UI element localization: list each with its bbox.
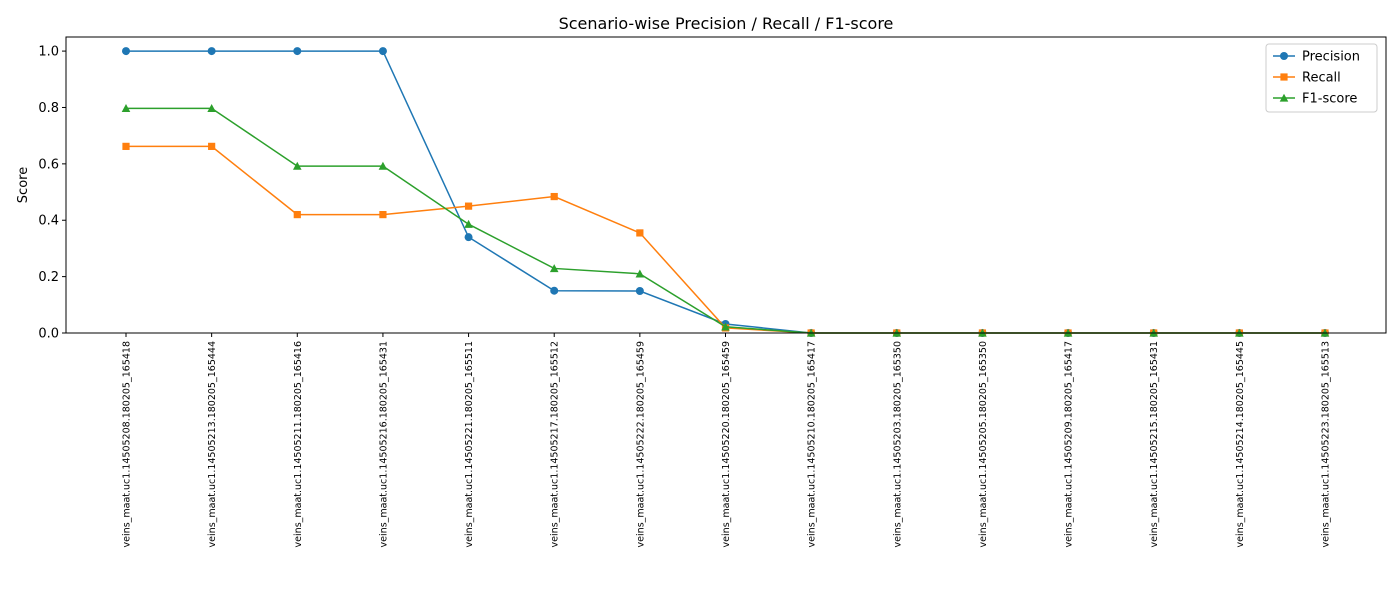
data-point <box>207 47 216 56</box>
y-tick-label: 0.2 <box>38 270 59 285</box>
data-point <box>122 47 130 56</box>
chart-title: Scenario-wise Precision / Recall / F1-sc… <box>559 14 894 33</box>
series-precision <box>122 47 1329 337</box>
legend-label: Recall <box>1302 71 1341 86</box>
data-point <box>635 286 644 295</box>
y-tick-label: 0.0 <box>38 327 59 342</box>
data-point <box>378 161 388 170</box>
legend-marker <box>1280 52 1288 60</box>
x-tick-label: veins_maat.uc1.14505213.180205_165444 <box>207 341 218 547</box>
x-tick-label: veins_maat.uc1.14505222.180205_165459 <box>635 341 646 547</box>
series-line <box>126 50 1325 334</box>
data-point <box>550 286 559 295</box>
data-point <box>293 211 301 219</box>
plot-frame <box>65 36 1387 334</box>
legend-marker <box>1279 93 1289 102</box>
x-tick-label: veins_maat.uc1.14505214.180205_165445 <box>1235 341 1246 547</box>
x-tick-label: veins_maat.uc1.14505220.180205_165459 <box>721 341 732 547</box>
y-tick-label: 0.8 <box>38 101 59 116</box>
x-tick-label: veins_maat.uc1.14505211.180205_165416 <box>293 341 304 547</box>
series-line <box>126 107 1325 334</box>
data-point <box>207 104 216 112</box>
data-point <box>636 229 644 237</box>
y-tick-label: 0.4 <box>38 214 59 229</box>
y-tick-label: 1.0 <box>38 45 59 60</box>
x-tick-label: veins_maat.uc1.14505205.180205_165350 <box>978 341 989 547</box>
data-point <box>550 192 558 201</box>
data-point <box>379 211 387 219</box>
legend-item: Recall <box>1273 71 1341 86</box>
y-tick-label: 0.6 <box>38 157 59 172</box>
data-point <box>635 269 645 278</box>
x-tick-label: veins_maat.uc1.14505221.180205_165511 <box>464 341 475 547</box>
legend-label: F1-score <box>1302 92 1357 107</box>
legend-item: Precision <box>1273 50 1360 65</box>
data-point <box>721 322 730 331</box>
x-tick-label: veins_maat.uc1.14505210.180205_165417 <box>807 341 818 547</box>
legend-box <box>1265 43 1378 113</box>
x-tick-label: veins_maat.uc1.14505223.180205_165513 <box>1321 341 1332 547</box>
data-point <box>549 264 559 273</box>
data-point <box>293 47 302 56</box>
data-point <box>122 142 130 150</box>
legend-marker <box>1280 73 1288 81</box>
data-point <box>464 202 473 210</box>
data-point <box>208 142 216 150</box>
x-tick-label: veins_maat.uc1.14505208.180205_165418 <box>122 341 133 547</box>
x-tick-label: veins_maat.uc1.14505203.180205_165350 <box>892 341 903 547</box>
x-tick-label: veins_maat.uc1.14505216.180205_165431 <box>378 341 389 547</box>
x-tick-label: veins_maat.uc1.14505215.180205_165431 <box>1149 341 1160 547</box>
legend-item: F1-score <box>1273 92 1357 107</box>
legend: Precision Recall F1-score <box>1265 43 1378 113</box>
y-axis-label: Score <box>16 167 31 203</box>
legend-label: Precision <box>1302 50 1360 65</box>
series-recall <box>122 142 1329 337</box>
data-point <box>464 233 473 242</box>
data-point <box>464 219 473 228</box>
series-f1-score <box>121 104 1330 337</box>
series-line <box>126 145 1325 334</box>
data-point <box>378 47 387 56</box>
x-tick-label: veins_maat.uc1.14505209.180205_165417 <box>1064 341 1075 547</box>
data-point <box>292 161 302 170</box>
data-point <box>121 104 131 112</box>
x-tick-label: veins_maat.uc1.14505217.180205_165512 <box>550 341 561 547</box>
